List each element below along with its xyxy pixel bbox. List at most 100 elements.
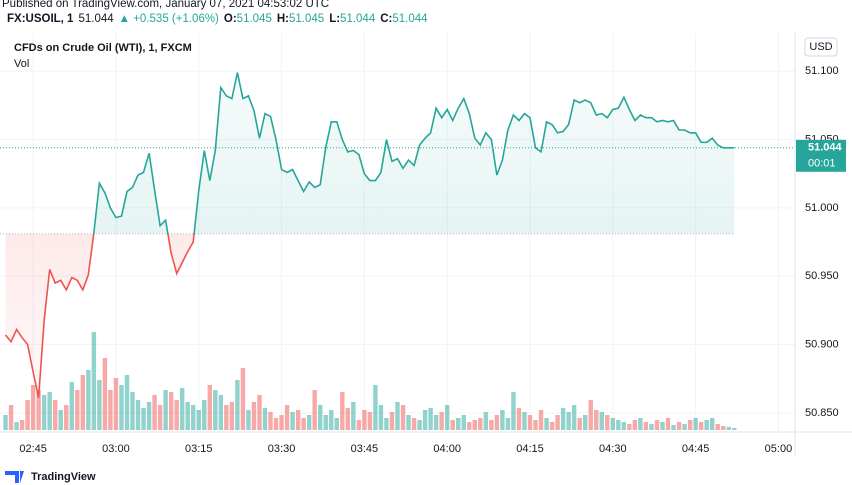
volume-bar	[676, 422, 682, 430]
y-tick-label: 50.850	[805, 407, 839, 419]
volume-bar	[240, 368, 246, 430]
volume-bar	[152, 395, 157, 430]
volume-bar	[378, 405, 384, 430]
volume-bar	[196, 410, 201, 430]
volume-bar	[560, 408, 566, 430]
x-tick-label: 04:15	[516, 443, 544, 455]
published: Published on TradingView.com, January 07…	[2, 0, 329, 10]
volume-bar	[489, 420, 494, 430]
volume-bar	[213, 390, 218, 430]
volume-bar	[345, 408, 351, 430]
volume-bar	[538, 410, 544, 430]
volume-bar	[86, 370, 91, 430]
volume-bar	[389, 412, 395, 430]
volume-bar	[544, 418, 549, 430]
ohlc-value: 51.045	[237, 13, 272, 25]
last-price-tag	[796, 139, 846, 172]
volume-bar	[439, 412, 444, 430]
volume-bar	[665, 418, 671, 430]
volume-bar	[168, 392, 174, 430]
volume-bar	[284, 405, 290, 430]
x-tick-label: 03:00	[102, 443, 130, 455]
volume-bar	[671, 425, 676, 430]
volume-bar	[594, 410, 599, 430]
volume-bar	[257, 395, 262, 430]
volume-bar	[179, 388, 185, 430]
volume-bar	[146, 402, 152, 430]
y-tick-label: 51.000	[805, 202, 839, 214]
volume-bar	[202, 400, 207, 430]
volume-bar	[643, 422, 649, 430]
volume-bar	[373, 385, 378, 430]
volume-bar	[218, 395, 224, 430]
volume-bar	[295, 410, 301, 430]
ohlc-value: 51.044	[392, 13, 428, 25]
volume-bar	[362, 410, 367, 430]
volume-bar	[428, 408, 433, 430]
volume-bar	[478, 418, 483, 430]
volume-bar	[704, 420, 709, 430]
volume-bar	[505, 418, 511, 430]
volume-bar	[279, 415, 284, 430]
volume-bar	[75, 390, 80, 430]
volume-bar	[312, 390, 317, 430]
volume-bar	[627, 424, 632, 430]
volume-bar	[566, 412, 571, 430]
volume-bar	[395, 402, 400, 430]
volume-bar	[444, 405, 450, 430]
volume-bar	[516, 408, 522, 430]
volume-bar	[533, 420, 538, 430]
ohlc-label: C:	[380, 13, 392, 25]
volume-bar	[456, 418, 461, 430]
volume-bar	[649, 424, 654, 430]
volume-bar	[191, 405, 196, 430]
volume-bar	[113, 378, 119, 430]
volume-bar	[356, 420, 362, 430]
volume-bar	[721, 426, 726, 430]
volume-label: Vol	[14, 58, 29, 70]
x-tick-label: 04:30	[599, 443, 627, 455]
ohlc-label: L:	[329, 13, 340, 25]
x-tick-label: 04:00	[433, 443, 461, 455]
logo[interactable]: TradingView	[5, 471, 96, 483]
volume-bar	[91, 332, 97, 430]
volume-bar	[268, 412, 273, 430]
volume-bar	[500, 410, 505, 430]
volume-bar	[726, 427, 731, 430]
volume-bar	[157, 405, 163, 430]
last-price-label: 51.044	[808, 142, 843, 154]
volume-bar	[411, 418, 417, 430]
currency-box[interactable]	[804, 37, 838, 57]
volume-bar	[108, 390, 113, 430]
volume-bar	[80, 375, 86, 430]
volume-bar	[351, 402, 356, 430]
x-tick-label: 05:00	[765, 443, 793, 455]
volume-bar	[41, 395, 47, 430]
volume-bar	[207, 385, 212, 430]
volume-bar	[141, 408, 146, 430]
volume-bar	[687, 420, 693, 430]
logo-icon[interactable]	[5, 471, 24, 483]
ohlc-value: 51.044	[340, 13, 376, 25]
volume-bar	[588, 400, 593, 430]
volume-bar	[698, 422, 704, 430]
volume-bar	[660, 422, 665, 430]
volume-bar	[422, 410, 428, 430]
volume-bar	[494, 415, 500, 430]
x-tick-label: 04:45	[682, 443, 710, 455]
volume-bar	[367, 412, 373, 430]
volume-bar	[301, 418, 306, 430]
legend-line: FX:USOIL, 1 51.044 ▲ +0.535 (+1.06%) O:51.0…	[7, 13, 428, 25]
countdown: 00:01	[808, 158, 836, 170]
volume-bar	[467, 422, 472, 430]
volume-bar	[329, 410, 334, 430]
volume-bar	[8, 405, 14, 430]
currency[interactable]: USD	[809, 41, 832, 53]
volume-bar	[583, 415, 588, 430]
logo-text[interactable]: TradingView	[31, 471, 96, 483]
volume-bar	[224, 405, 229, 430]
volume-bar	[610, 418, 616, 430]
volume-bar	[163, 390, 168, 430]
x-tick-label: 03:45	[351, 443, 379, 455]
